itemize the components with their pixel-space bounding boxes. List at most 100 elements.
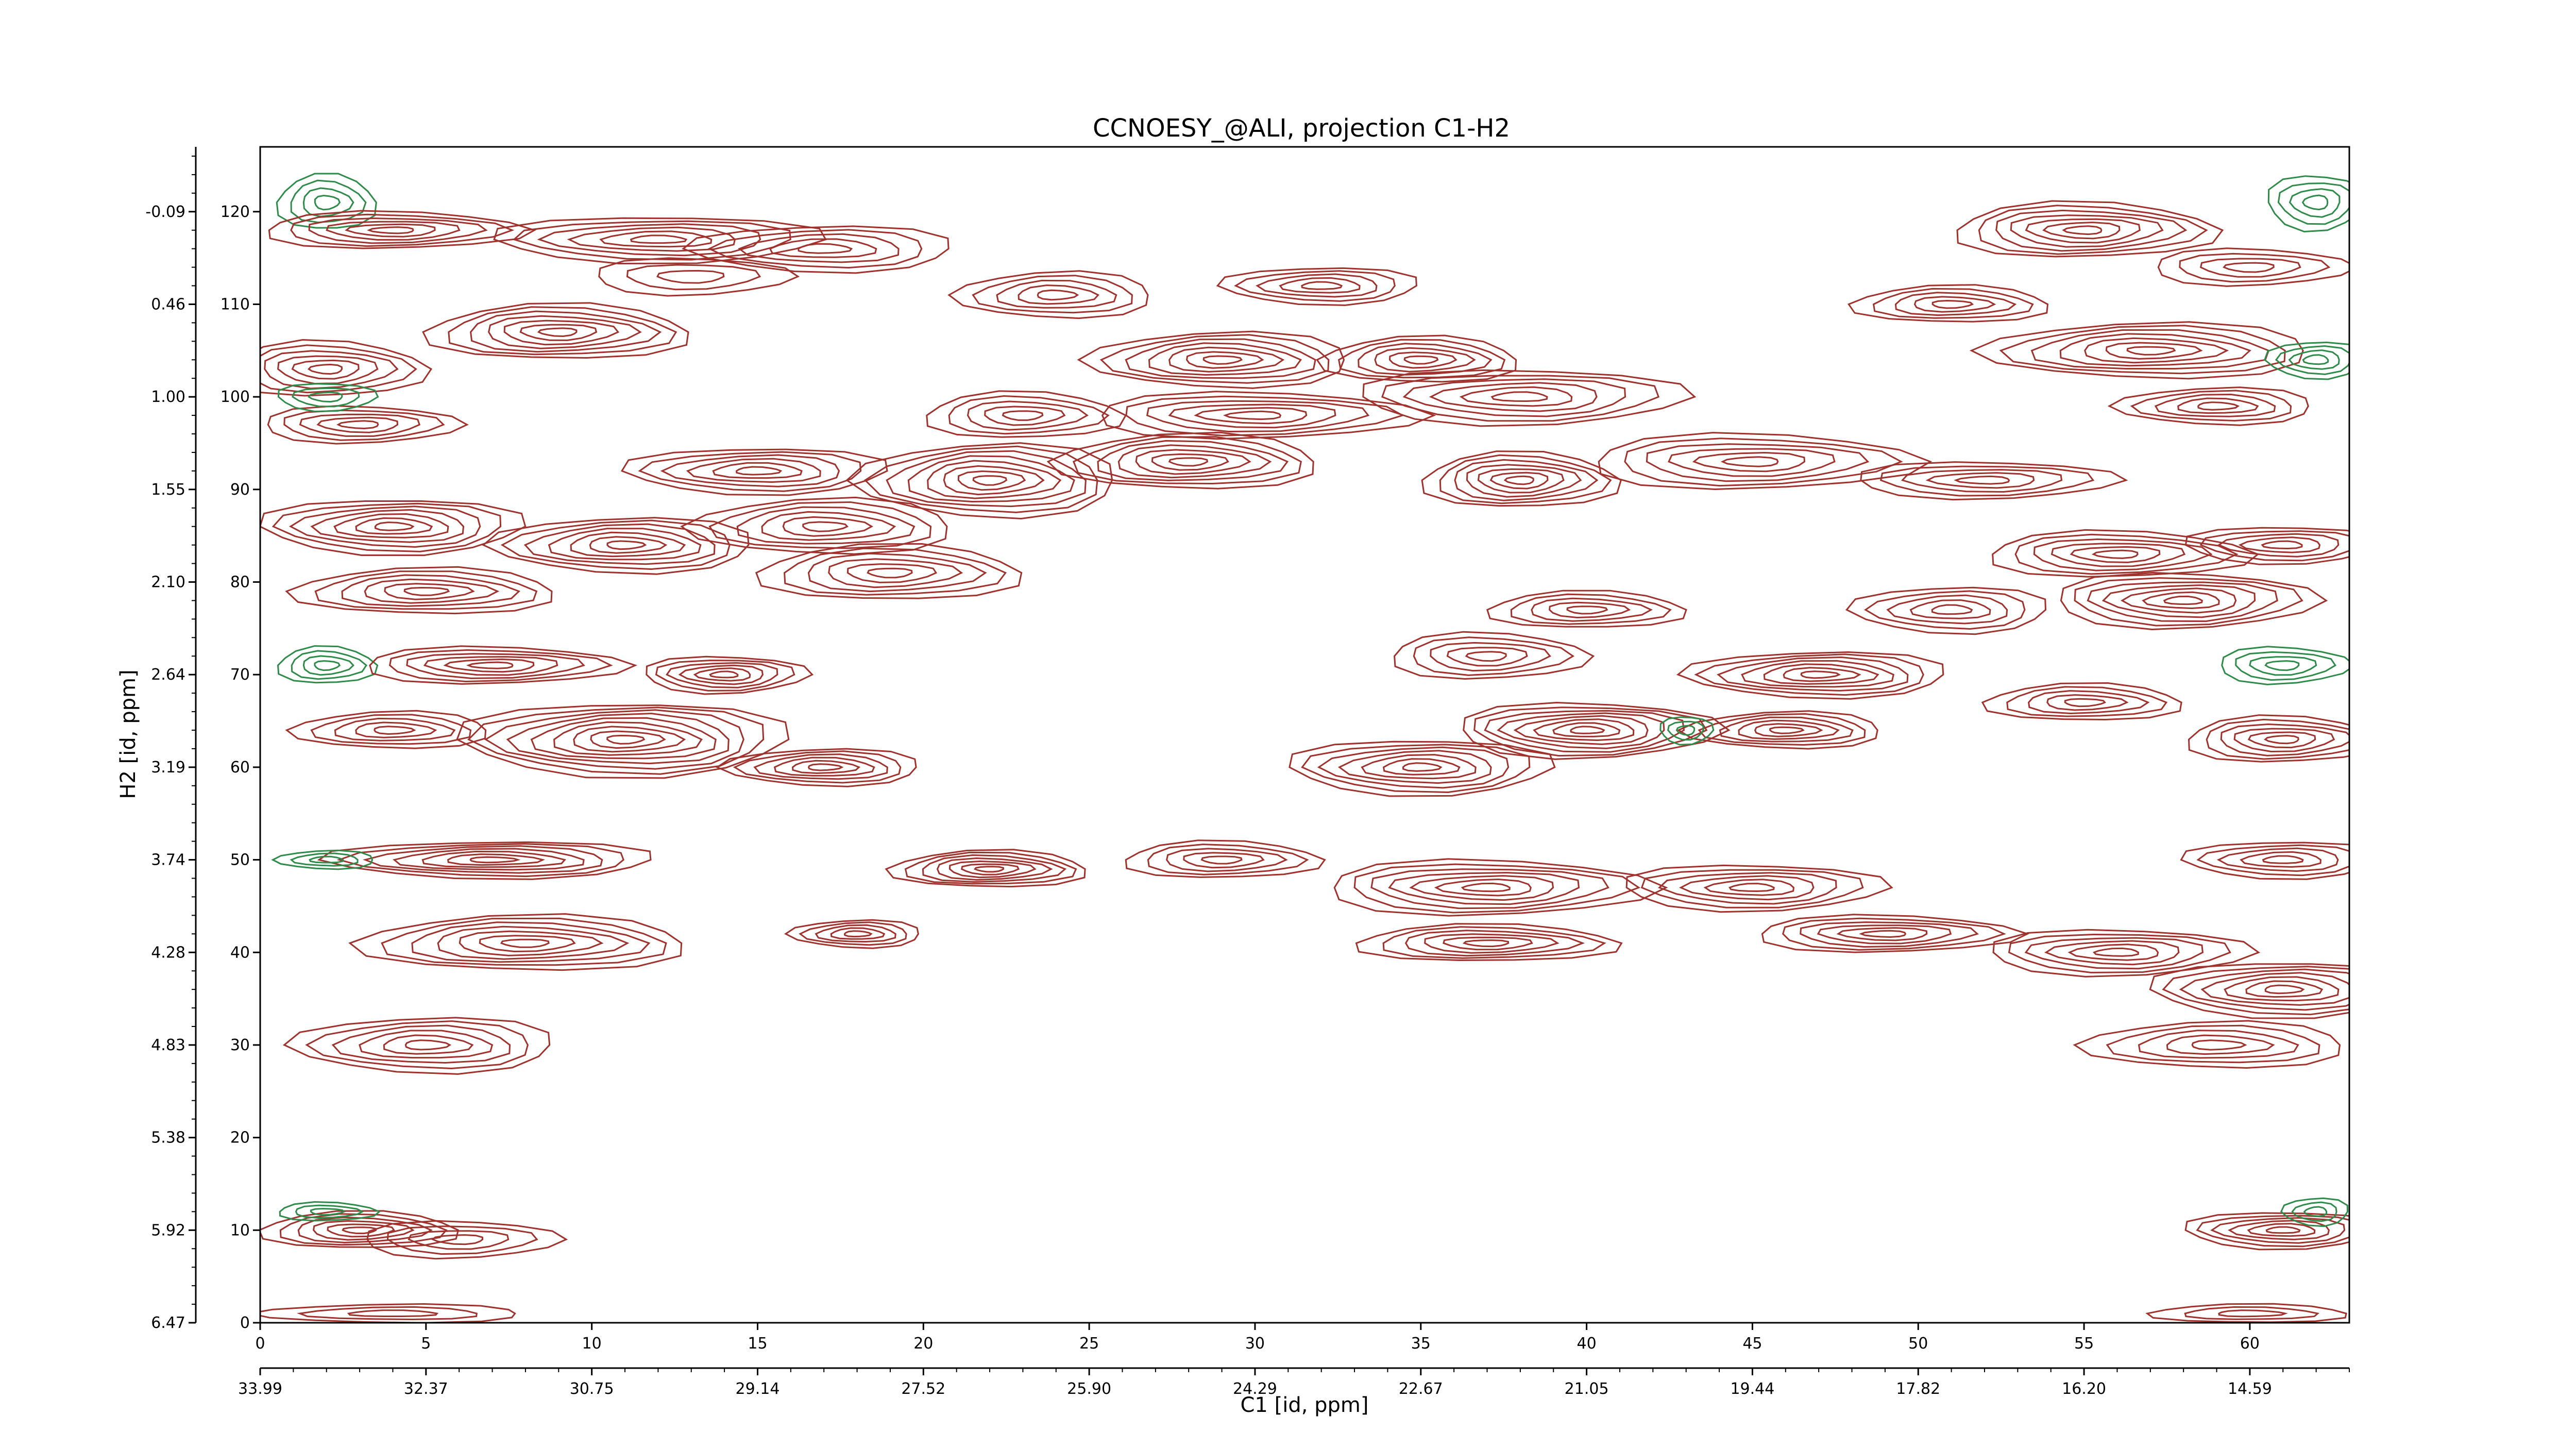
contour-level xyxy=(355,517,433,535)
peak-43 xyxy=(285,710,487,749)
contour-level xyxy=(1381,375,1660,422)
peak-69 xyxy=(260,1210,460,1248)
contour-level xyxy=(466,661,514,669)
contour-level xyxy=(656,269,725,284)
contour-level xyxy=(2196,1215,2349,1248)
contour-level xyxy=(2044,940,2180,966)
contour-level xyxy=(1646,443,1870,482)
contour-level xyxy=(2120,587,2237,614)
y-axis-index-ticks: 0 10 20 30 40 50 60 70 80 90 100 110 120 xyxy=(221,203,260,1332)
peak-55 xyxy=(271,849,374,870)
contour-level xyxy=(1446,647,1528,667)
contour-level xyxy=(693,667,751,682)
contour-level xyxy=(1954,475,2010,485)
x-ppm-tick-label: 27.52 xyxy=(901,1380,945,1398)
contour-level xyxy=(260,339,433,397)
contour-level xyxy=(1817,924,1952,945)
contour-level xyxy=(308,391,343,403)
contour-level xyxy=(666,662,778,688)
contour-level xyxy=(355,721,437,738)
y-ppm-tick-label: 5.92 xyxy=(151,1221,185,1239)
peak-37 xyxy=(285,566,553,615)
contour-level xyxy=(548,528,702,561)
contour-level xyxy=(421,850,566,868)
peak-72 xyxy=(2184,1212,2349,1251)
contour-level xyxy=(943,465,1045,496)
contour-level xyxy=(1738,719,1840,740)
contour-level xyxy=(736,466,783,476)
contour-level xyxy=(1443,936,1533,951)
contour-level xyxy=(957,470,1026,491)
peak-63 xyxy=(1355,923,1623,962)
peak-6 xyxy=(422,302,689,359)
contour-level xyxy=(573,726,686,753)
contour-level xyxy=(406,653,585,679)
contour-level xyxy=(279,1201,381,1222)
contour-level xyxy=(459,930,604,956)
contour-level xyxy=(1931,299,1974,309)
contour-level xyxy=(1279,277,1361,294)
contour-level xyxy=(1992,929,2261,978)
contour-level xyxy=(1894,292,2017,316)
contour-level xyxy=(2206,718,2349,760)
contour-level xyxy=(1486,589,1687,628)
contour-level xyxy=(2092,947,2139,957)
contour-level xyxy=(2030,329,2270,369)
y-axis-title: H2 [id, ppm] xyxy=(116,669,140,799)
contour-level xyxy=(366,1220,568,1260)
peak-57 xyxy=(1125,839,1326,878)
contour-level xyxy=(1148,342,1302,376)
contour-level xyxy=(2074,577,2303,627)
contour-level xyxy=(1223,410,1282,420)
contour-level xyxy=(1800,921,1979,948)
x-axis-title: C1 [id, ppm] xyxy=(1241,1393,1369,1417)
contour-level xyxy=(431,1234,484,1245)
contour-level xyxy=(815,924,896,943)
contour-level xyxy=(1956,200,2224,258)
contour-level xyxy=(2277,182,2349,225)
contour-level xyxy=(1847,284,2049,323)
x-axis-ppm-scale: 33.99 32.37 30.75 29.14 27.52 25.90 24.29 22.67… xyxy=(238,1367,2350,1398)
contour-level xyxy=(1194,407,1308,425)
contour-level xyxy=(2264,735,2299,745)
contour-level xyxy=(1402,378,1626,417)
contour-level xyxy=(948,395,1110,435)
contour-level xyxy=(1403,355,1439,365)
contour-level xyxy=(1256,273,1378,298)
contour-level xyxy=(386,1225,538,1255)
contour-level xyxy=(1992,529,2260,578)
contour-level xyxy=(2102,584,2256,618)
contour-level xyxy=(374,521,415,531)
contour-level xyxy=(1463,701,1731,760)
x-ppm-tick-label: 14.59 xyxy=(2228,1380,2272,1398)
x-ppm-tick-label: 29.14 xyxy=(736,1380,780,1398)
contour-level xyxy=(1484,710,1685,753)
contour-level xyxy=(2288,349,2340,370)
contour-level xyxy=(1459,386,1573,407)
contour-level xyxy=(537,223,761,257)
peak-22 xyxy=(260,500,527,557)
x-tick-label: 35 xyxy=(1411,1335,1431,1353)
y-tick-label: 60 xyxy=(230,759,250,777)
contour-level xyxy=(1754,723,1823,737)
contour-level xyxy=(761,511,896,541)
contour-level xyxy=(1860,461,2128,501)
peak-42 xyxy=(715,748,917,787)
contour-level xyxy=(1859,930,1907,938)
contour-level xyxy=(2199,258,2301,278)
x-tick-label: 10 xyxy=(582,1335,602,1353)
contour-level xyxy=(1566,605,1608,615)
peak-44 xyxy=(1486,589,1687,628)
contour-level xyxy=(1388,872,1580,905)
contour-level xyxy=(283,409,445,441)
contour-level xyxy=(359,1030,494,1059)
contour-level xyxy=(479,935,576,953)
peak-45 xyxy=(1394,631,1595,680)
contour-level xyxy=(1763,663,1879,685)
contour-level xyxy=(264,350,399,390)
peak-48 xyxy=(1676,651,1944,700)
contour-level xyxy=(307,363,343,375)
contour-level xyxy=(606,734,646,745)
contour-level xyxy=(1462,939,1510,948)
